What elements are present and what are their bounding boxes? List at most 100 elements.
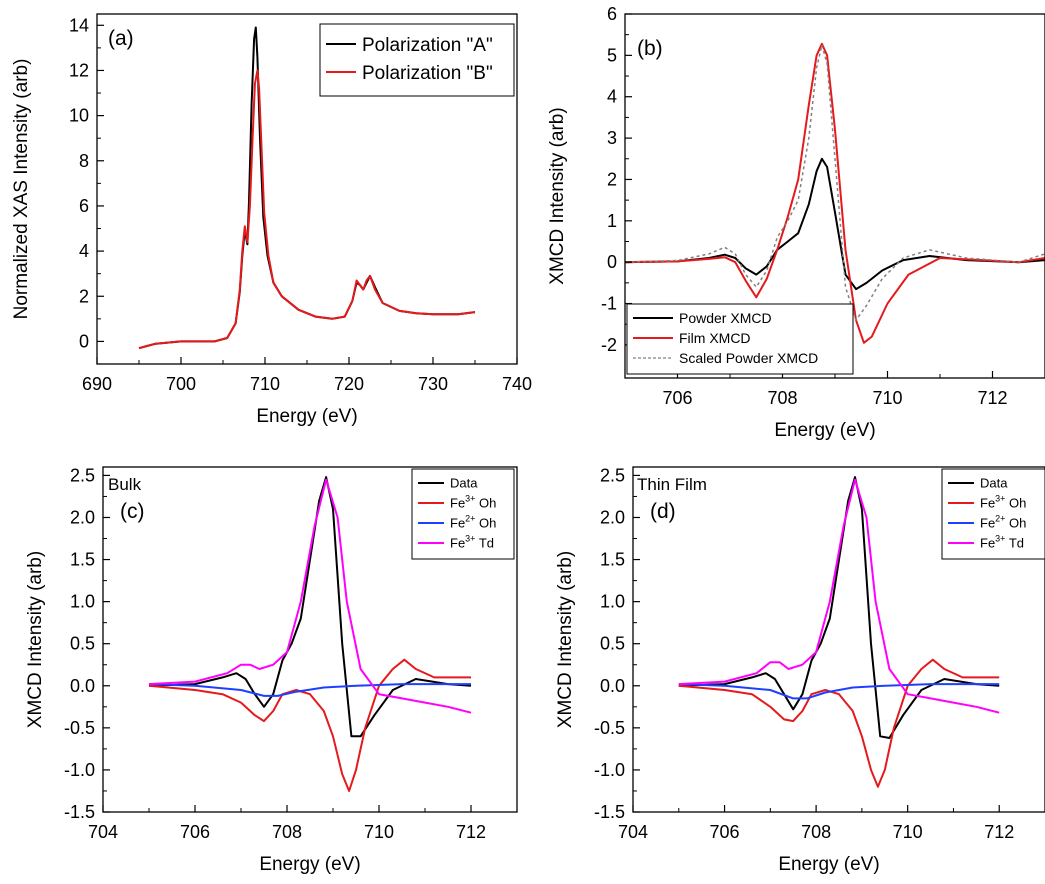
y-tick-label: 1 <box>607 211 617 231</box>
x-tick-label: 706 <box>710 822 740 842</box>
x-tick-label: 710 <box>872 388 902 408</box>
x-tick-label: 712 <box>977 388 1007 408</box>
x-tick-label: 712 <box>456 822 486 842</box>
x-tick-label: 690 <box>82 374 112 394</box>
x-tick-label: 708 <box>801 822 831 842</box>
legend: Data Fe3+ Oh Fe2+ Oh Fe3+ Td <box>941 468 1045 560</box>
y-tick-label: -0.5 <box>594 718 625 738</box>
y-tick-label: 0 <box>607 252 617 272</box>
y-tick-label: 0.5 <box>70 634 95 654</box>
x-axis-label: Energy (eV) <box>256 406 357 427</box>
y-tick-label: 2.0 <box>70 507 95 527</box>
series-line-2 <box>625 42 1045 344</box>
series-line-4 <box>148 478 472 714</box>
y-tick-label: 4 <box>79 241 89 261</box>
y-tick-label: -1.5 <box>64 802 95 822</box>
panel-label: (a) <box>108 27 134 50</box>
legend: Powder XMCD Film XMCD Scaled Powder XMCD <box>626 303 854 375</box>
legend-label: Fe3+ Oh <box>450 494 496 511</box>
y-tick-label: 14 <box>69 15 89 35</box>
x-tick-label: 700 <box>166 374 196 394</box>
panel-label: (c) <box>120 500 145 523</box>
legend-label: Data <box>450 476 478 491</box>
legend: Data Fe3+ Oh Fe2+ Oh Fe3+ Td <box>411 468 515 560</box>
panel-a: 690 700 710 720 730 740 0 2 4 6 8 10 12 14 Energy (eV)… <box>11 13 532 427</box>
legend: Polarization "A" Polarization "B" <box>319 23 515 97</box>
series-group <box>625 42 1045 344</box>
legend-label: Film XMCD <box>679 330 751 346</box>
legend-label: Fe3+ Td <box>980 534 1024 551</box>
corner-label: Bulk <box>108 475 142 494</box>
y-tick-label: 0 <box>79 331 89 351</box>
legend-label: Fe2+ Oh <box>980 514 1026 531</box>
y-tick-label: -2 <box>601 335 617 355</box>
panel-b: 706 708 710 712 -2 -1 0 1 2 3 4 5 6 Energy (eV) XMCD I… <box>547 4 1045 441</box>
x-axis-label: Energy (eV) <box>778 854 879 875</box>
series-line-2 <box>148 658 471 792</box>
y-tick-label: 5 <box>607 45 617 65</box>
x-tick-label: 710 <box>364 822 394 842</box>
legend-label: Data <box>980 476 1008 491</box>
legend-label: Polarization "B" <box>362 63 493 84</box>
legend-label: Fe3+ Oh <box>980 494 1026 511</box>
panel-d: 704 706 708 710 712 -1.5 -1.0 -0.5 0.0 0.5 1.0 1.5 2… <box>555 465 1045 875</box>
y-axis-label: Normalized XAS Intensity (arb) <box>11 59 32 320</box>
y-tick-label: 4 <box>607 87 617 107</box>
y-tick-label: 2 <box>79 286 89 306</box>
x-axis-label: Energy (eV) <box>259 854 360 875</box>
y-tick-label: -1.0 <box>594 760 625 780</box>
panel-label: (b) <box>637 37 663 60</box>
y-tick-label: 1.0 <box>600 592 625 612</box>
plot-frame <box>102 466 518 813</box>
series-line-3 <box>148 683 471 697</box>
y-tick-label: 6 <box>79 196 89 216</box>
legend-label: Fe3+ Td <box>450 534 494 551</box>
x-tick-label: 712 <box>984 822 1014 842</box>
series-group <box>138 26 476 350</box>
y-tick-label: 12 <box>69 60 89 80</box>
y-tick-label: 3 <box>607 128 617 148</box>
plot-frame <box>632 466 1045 813</box>
y-tick-label: 10 <box>69 106 89 126</box>
x-tick-label: 720 <box>334 374 364 394</box>
y-tick-label: 8 <box>79 151 89 171</box>
x-tick-label: 704 <box>618 822 648 842</box>
panel-c: 704 706 708 710 712 -1.5 -1.0 -0.5 0.0 0.5 1.0 1.5 2… <box>25 465 518 875</box>
y-tick-label: 1.0 <box>70 592 95 612</box>
series-line-1 <box>625 157 1045 291</box>
legend-box <box>319 23 515 97</box>
series-line-2 <box>138 69 476 350</box>
x-tick-label: 704 <box>88 822 118 842</box>
legend-label: Polarization "A" <box>362 35 493 56</box>
x-tick-label: 740 <box>502 374 532 394</box>
series-line-4 <box>678 478 1000 714</box>
x-tick-label: 708 <box>272 822 302 842</box>
panel-label: (d) <box>650 500 676 523</box>
x-tick-label: 708 <box>767 388 797 408</box>
y-tick-label: 2.5 <box>70 465 95 485</box>
y-tick-label: 2.5 <box>600 465 625 485</box>
series-line-1 <box>678 476 1000 739</box>
x-tick-label: 706 <box>180 822 210 842</box>
y-axis-label: XMCD Intensity (arb) <box>547 107 568 284</box>
x-axis-label: Energy (eV) <box>774 420 875 441</box>
legend-label: Powder XMCD <box>679 310 772 326</box>
x-tick-label: 730 <box>418 374 448 394</box>
y-tick-label: 1.5 <box>600 550 625 570</box>
series-line-1 <box>148 476 472 738</box>
y-tick-label: 2.0 <box>600 507 625 527</box>
y-tick-label: 0.5 <box>600 634 625 654</box>
y-tick-label: 1.5 <box>70 550 95 570</box>
series-line-3 <box>625 44 1045 321</box>
series-group <box>678 476 1000 788</box>
y-tick-label: 0.0 <box>600 676 625 696</box>
legend-label: Fe2+ Oh <box>450 514 496 531</box>
y-tick-label: 2 <box>607 169 617 189</box>
x-tick-label: 710 <box>250 374 280 394</box>
y-tick-label: 0.0 <box>70 676 95 696</box>
y-tick-label: -1.0 <box>64 760 95 780</box>
y-tick-label: -1.5 <box>594 802 625 822</box>
x-tick-label: 710 <box>893 822 923 842</box>
series-line-3 <box>678 683 1000 700</box>
